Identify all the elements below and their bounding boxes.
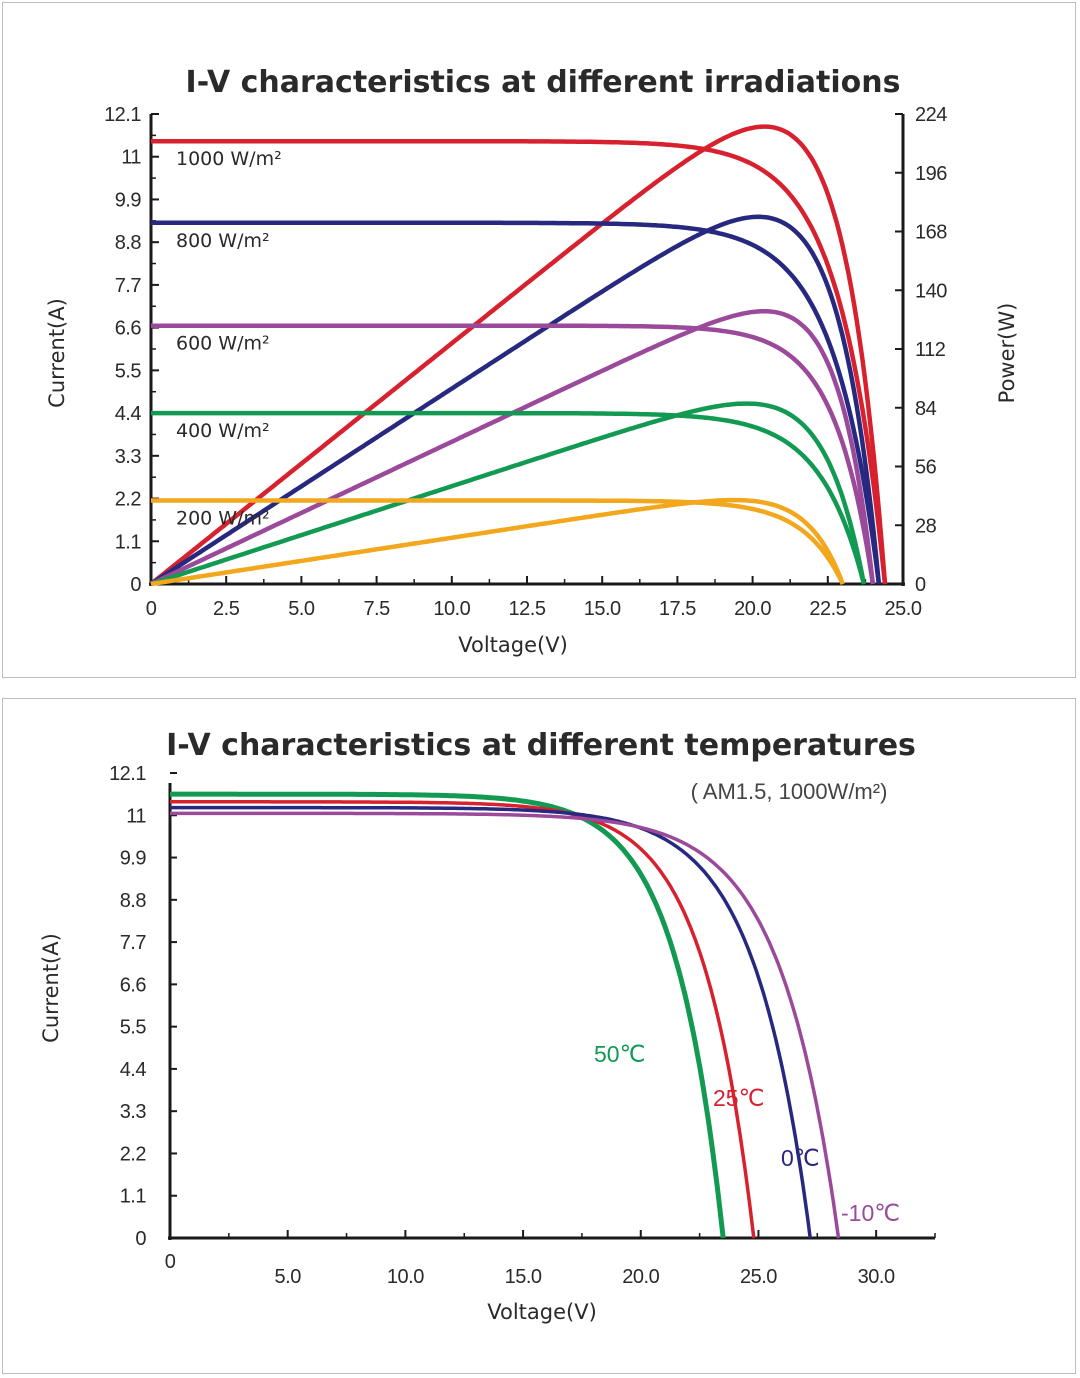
chart-2-x-tick-label: 5.0 xyxy=(275,1266,302,1288)
temp-curve-2 xyxy=(170,800,756,1239)
chart-2-y-tick-label: 8.8 xyxy=(120,890,147,912)
chart-2-plot: 0 1.1 2.2 3.3 4.4 5.5 6.6 7.7 8.8 9.9 11 12.1 0 5.0 10… xyxy=(109,763,936,1288)
iv-curve-3 xyxy=(151,323,876,585)
chart-1-y2-tick-label: 168 xyxy=(915,222,947,244)
iv-curve-1 xyxy=(151,138,888,585)
chart-2-y-tick-label: 11 xyxy=(126,805,146,827)
temp-label-1: 50℃ xyxy=(594,1041,645,1067)
chart-1-x-tick-label: 15.0 xyxy=(584,598,621,620)
chart-1-y2-tick-label: 112 xyxy=(915,339,946,361)
chart-2-y-tick-label: 1.1 xyxy=(120,1186,147,1208)
temp-label-2: 25℃ xyxy=(713,1085,764,1111)
temp-curve-1 xyxy=(169,791,726,1239)
chart-1-x-tick-label: 10.0 xyxy=(433,598,470,620)
chart-1-y-tick-label: 0 xyxy=(130,574,141,596)
chart-2-x-tick-label: 15.0 xyxy=(505,1266,542,1288)
chart-1-y2-tick-label: 84 xyxy=(915,398,937,420)
power-curve-1 xyxy=(149,124,888,586)
chart-2-x-tick-label: 30.0 xyxy=(858,1266,895,1288)
chart-2-y-tick-label: 6.6 xyxy=(120,974,147,996)
chart-1-plot: 0 1.1 2.2 3.3 4.4 5.5 6.6 7.7 8.8 9.9 11 12.1 0 28 56 8… xyxy=(104,104,948,620)
chart-1-x-tick-label: 12.5 xyxy=(509,598,546,620)
chart-1-y-tick-label: 12.1 xyxy=(104,104,141,126)
chart-2-y-tick-label: 5.5 xyxy=(120,1017,147,1039)
temp-curve-4 xyxy=(170,811,841,1239)
chart-1-y-tick-label: 7.7 xyxy=(115,275,142,297)
chart-2-xlabel: Voltage(V) xyxy=(487,1300,597,1324)
chart-1-y-tick-label: 11 xyxy=(121,147,141,169)
series-label-1: 1000 W/m² xyxy=(176,148,282,170)
chart-2-x-tick-label: 10.0 xyxy=(387,1266,424,1288)
power-curve-2 xyxy=(149,214,882,586)
chart-1-y-tick-label: 2.2 xyxy=(115,489,142,511)
temp-label-4: -10℃ xyxy=(841,1200,900,1226)
chart-2-annotation: ( AM1.5, 1000W/m²) xyxy=(691,779,888,804)
chart-1-x-tick-label: 22.5 xyxy=(809,598,846,620)
chart-1-y-tick-label: 5.5 xyxy=(115,360,142,382)
chart-1-y2-tick-label: 56 xyxy=(915,457,937,479)
series-label-2: 800 W/m² xyxy=(176,230,270,252)
chart-1-y2-tick-label: 28 xyxy=(915,515,937,537)
chart-1-y2-tick-label: 224 xyxy=(915,104,947,126)
chart-1-y2-tick-label: 140 xyxy=(915,280,947,302)
chart-2-y-tick-label: 3.3 xyxy=(120,1101,147,1123)
chart-1-x-tick-label: 7.5 xyxy=(363,598,390,620)
chart-2-y-tick-label: 7.7 xyxy=(120,932,147,954)
chart-2-title: I-V characteristics at different tempera… xyxy=(166,728,916,763)
series-label-4: 400 W/m² xyxy=(176,420,270,442)
chart-1-x-tick-label: 25.0 xyxy=(885,598,922,620)
chart-1-x-tick-label: 2.5 xyxy=(213,598,240,620)
series-label-3: 600 W/m² xyxy=(176,333,270,355)
chart-1-x-tick-label: 0 xyxy=(146,598,157,620)
chart-1-y2-tick-label: 196 xyxy=(915,163,947,185)
chart-2-x-tick-label: 20.0 xyxy=(622,1266,659,1288)
iv-curve-5 xyxy=(151,498,845,585)
chart-1-y2-tick-label: 0 xyxy=(915,574,926,596)
chart-1-x-tick-label: 17.5 xyxy=(659,598,696,620)
chart-2-y-tick-label: 9.9 xyxy=(120,848,147,870)
chart-1-y-tick-label: 9.9 xyxy=(115,189,142,211)
chart-1-xlabel: Voltage(V) xyxy=(458,633,568,657)
chart-2-y-tick-label: 2.2 xyxy=(120,1143,147,1165)
chart-1-y2label: Power(W) xyxy=(995,303,1019,404)
chart-1-y-tick-label: 1.1 xyxy=(115,531,142,553)
iv-curve-2 xyxy=(151,220,882,585)
chart-2-ylabel: Current(A) xyxy=(39,933,63,1043)
chart-1-y-tick-label: 6.6 xyxy=(115,318,142,340)
chart-1-y-tick-label: 8.8 xyxy=(115,232,142,254)
chart-2-y-tick-label: 0 xyxy=(135,1228,146,1250)
chart-1-ylabel: Current(A) xyxy=(45,298,69,408)
temp-label-3: 0℃ xyxy=(781,1145,820,1171)
chart-2-y-tick-label: 4.4 xyxy=(120,1059,147,1081)
series-label-5: 200 W/m² xyxy=(176,507,270,529)
chart-1-y-tick-label: 4.4 xyxy=(115,403,142,425)
chart-1-y-tick-label: 3.3 xyxy=(115,446,142,468)
power-curve-4 xyxy=(150,401,867,587)
chart-2-y-tick-label: 12.1 xyxy=(109,763,146,785)
temp-curve-3 xyxy=(170,805,812,1239)
power-curve-5 xyxy=(150,497,845,587)
iv-curve-4 xyxy=(151,410,867,585)
chart-1-title: I-V characteristics at different irradia… xyxy=(186,65,901,100)
chart-2-x-tick-label: 25.0 xyxy=(740,1266,777,1288)
chart-1-x-tick-label: 20.0 xyxy=(734,598,771,620)
chart-1-x-tick-label: 5.0 xyxy=(288,598,315,620)
chart-2-x-tick-label: 0 xyxy=(165,1251,176,1273)
